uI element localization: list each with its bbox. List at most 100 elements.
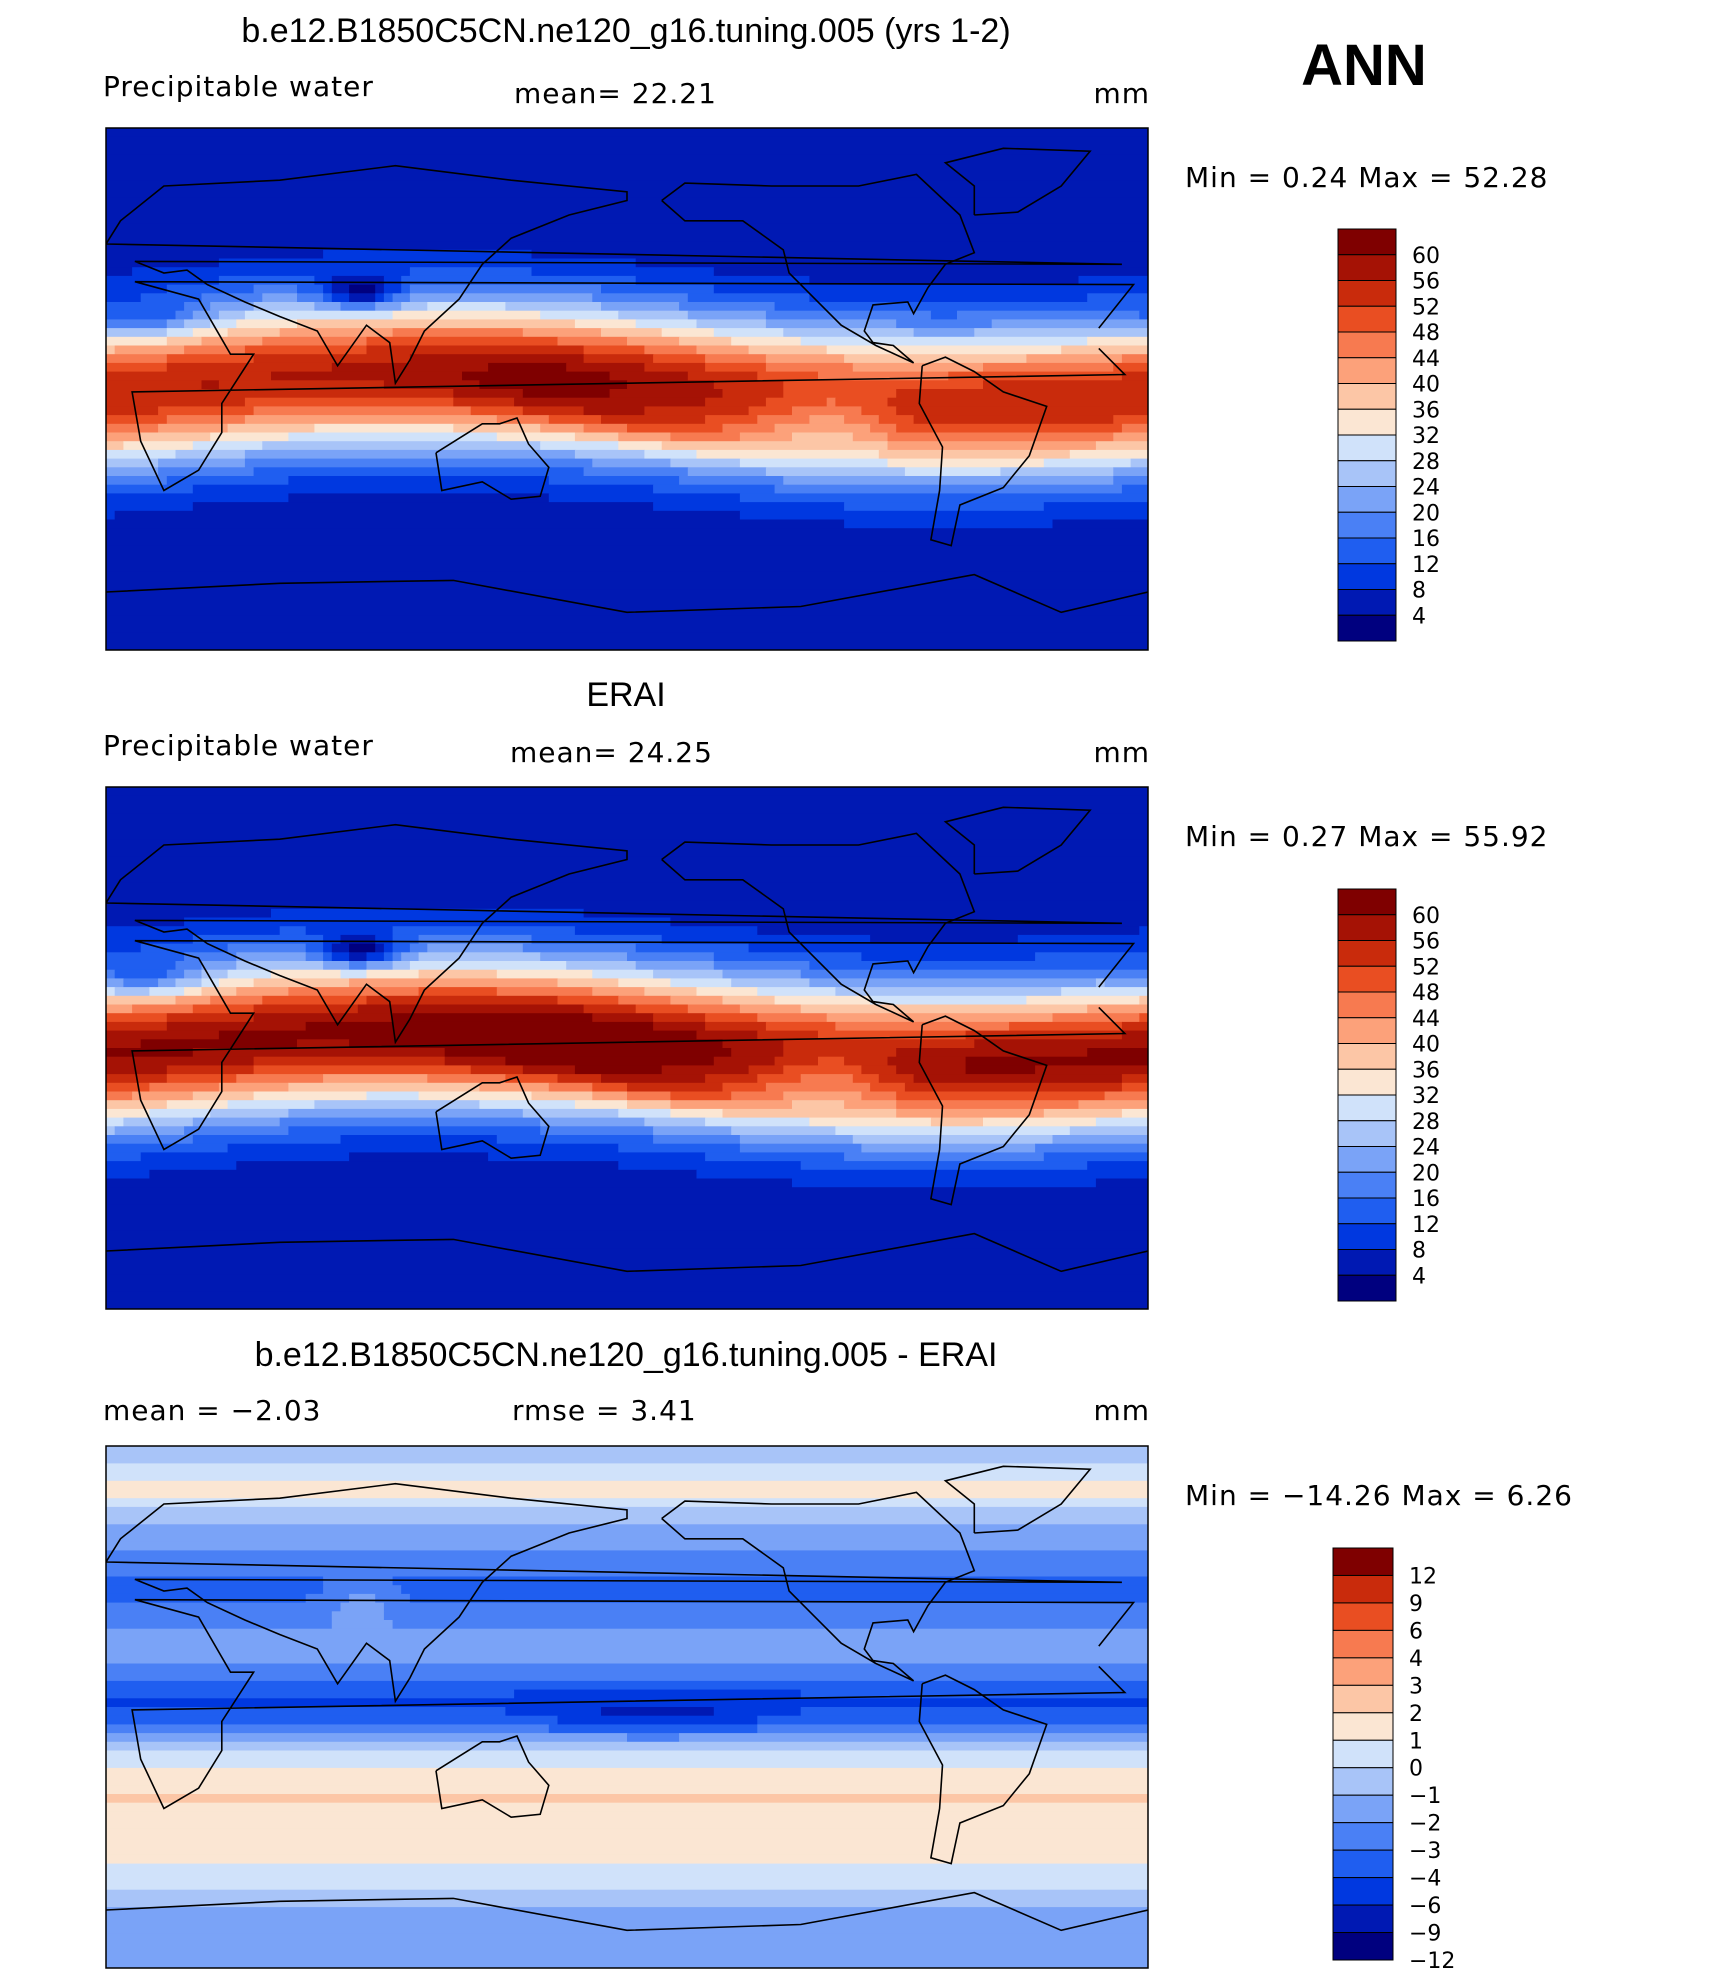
field-cell [644,1117,706,1127]
field-cell [201,961,237,971]
field-cell [271,371,463,381]
field-cell [392,1013,593,1023]
field-cell [366,995,559,1006]
colorbar-tick-label: 44 [1412,347,1440,372]
field-cell [583,406,645,416]
field-cell [106,1282,1148,1293]
coastline [106,823,1122,1045]
field-cell [288,493,550,503]
field-cell [106,1794,1148,1804]
field-cell [106,934,194,945]
field-cell [896,1065,967,1075]
field-cell [192,1004,255,1014]
field-cell [1078,1100,1148,1110]
field-cell [166,284,255,294]
field-cell [106,310,177,320]
field-cell [106,1030,220,1040]
field-cell [713,961,810,971]
field-cell [574,926,758,936]
field-cell [627,423,724,434]
coastline [106,1482,1122,1704]
field-cell [644,406,750,416]
field-cell [244,449,576,460]
field-cell [106,1541,1148,1551]
colorbar-box [1332,1574,1394,1604]
field-cell [106,362,168,373]
field-cell [288,1126,541,1136]
field-cell [592,293,689,303]
field-cell [531,267,715,277]
field-cell [765,362,854,373]
field-cell [722,423,776,434]
field-cell [106,1898,1148,1908]
field-cell [106,380,203,390]
field-cell [783,389,897,399]
field-cell [166,1100,229,1110]
field-cell [140,943,229,953]
field-cell [713,952,862,962]
field-cell [661,328,715,338]
colorbar-tick-label: 0 [1409,1757,1423,1782]
field-cell [427,302,506,312]
colorbar-box [1332,1877,1394,1906]
field-cell [106,632,1148,642]
field-cell [392,952,402,962]
field-cell [861,1091,897,1101]
field-cell [540,441,619,451]
colorbar-box [1332,1712,1394,1741]
field-cell [375,943,385,953]
field-cell [627,1733,680,1743]
field-cell [1087,293,1148,303]
field-cell [106,1454,1148,1464]
field-cell [809,978,1097,988]
field-cell [123,978,159,988]
field-cell [244,310,394,320]
field-cell [1113,476,1148,486]
field-cell [149,1082,220,1093]
field-cell [705,397,767,407]
field-cell [609,389,724,399]
field-cell [175,961,203,971]
field-cell [427,1074,506,1084]
field-cell [166,336,203,347]
field-cell [314,423,454,434]
field-cell [106,528,1148,538]
units-label: mm [1093,1394,1150,1427]
colorbar-box [1337,991,1397,1019]
field-cell [531,934,663,945]
map-plot [106,1446,1148,1968]
field-cell [210,302,255,312]
field-cell [106,615,1148,625]
field-cell [618,1161,802,1171]
field-cell [566,961,637,971]
colorbar-tick-label: 40 [1412,1033,1440,1058]
field-cell [653,354,706,364]
field-cell [1087,1004,1148,1014]
coastline [435,1076,550,1160]
field-cell [401,1585,1148,1595]
colorbar-tick-label: 9 [1409,1592,1423,1617]
field-cell [601,1707,715,1717]
field-cell [601,302,680,312]
field-cell [392,328,524,338]
field-cell [765,397,828,407]
field-cell [323,284,333,294]
field-cell [106,1950,1148,1960]
field-cell [757,987,836,997]
field-cell [861,952,1036,962]
field-cell [1139,995,1148,1006]
field-cell [765,1082,871,1093]
field-cell [844,354,1028,364]
field-cell [800,336,1088,347]
field-cell [106,978,124,988]
field-cell [522,328,602,338]
coastline [106,573,1148,614]
field-cell [479,1100,576,1110]
field-cell [835,987,1062,997]
field-cell [244,345,368,355]
field-cell [548,476,680,486]
colorbar-box [1337,1223,1397,1250]
field-cell [106,1256,1148,1267]
field-cell [106,1837,1148,1847]
coastline [661,1491,976,1682]
